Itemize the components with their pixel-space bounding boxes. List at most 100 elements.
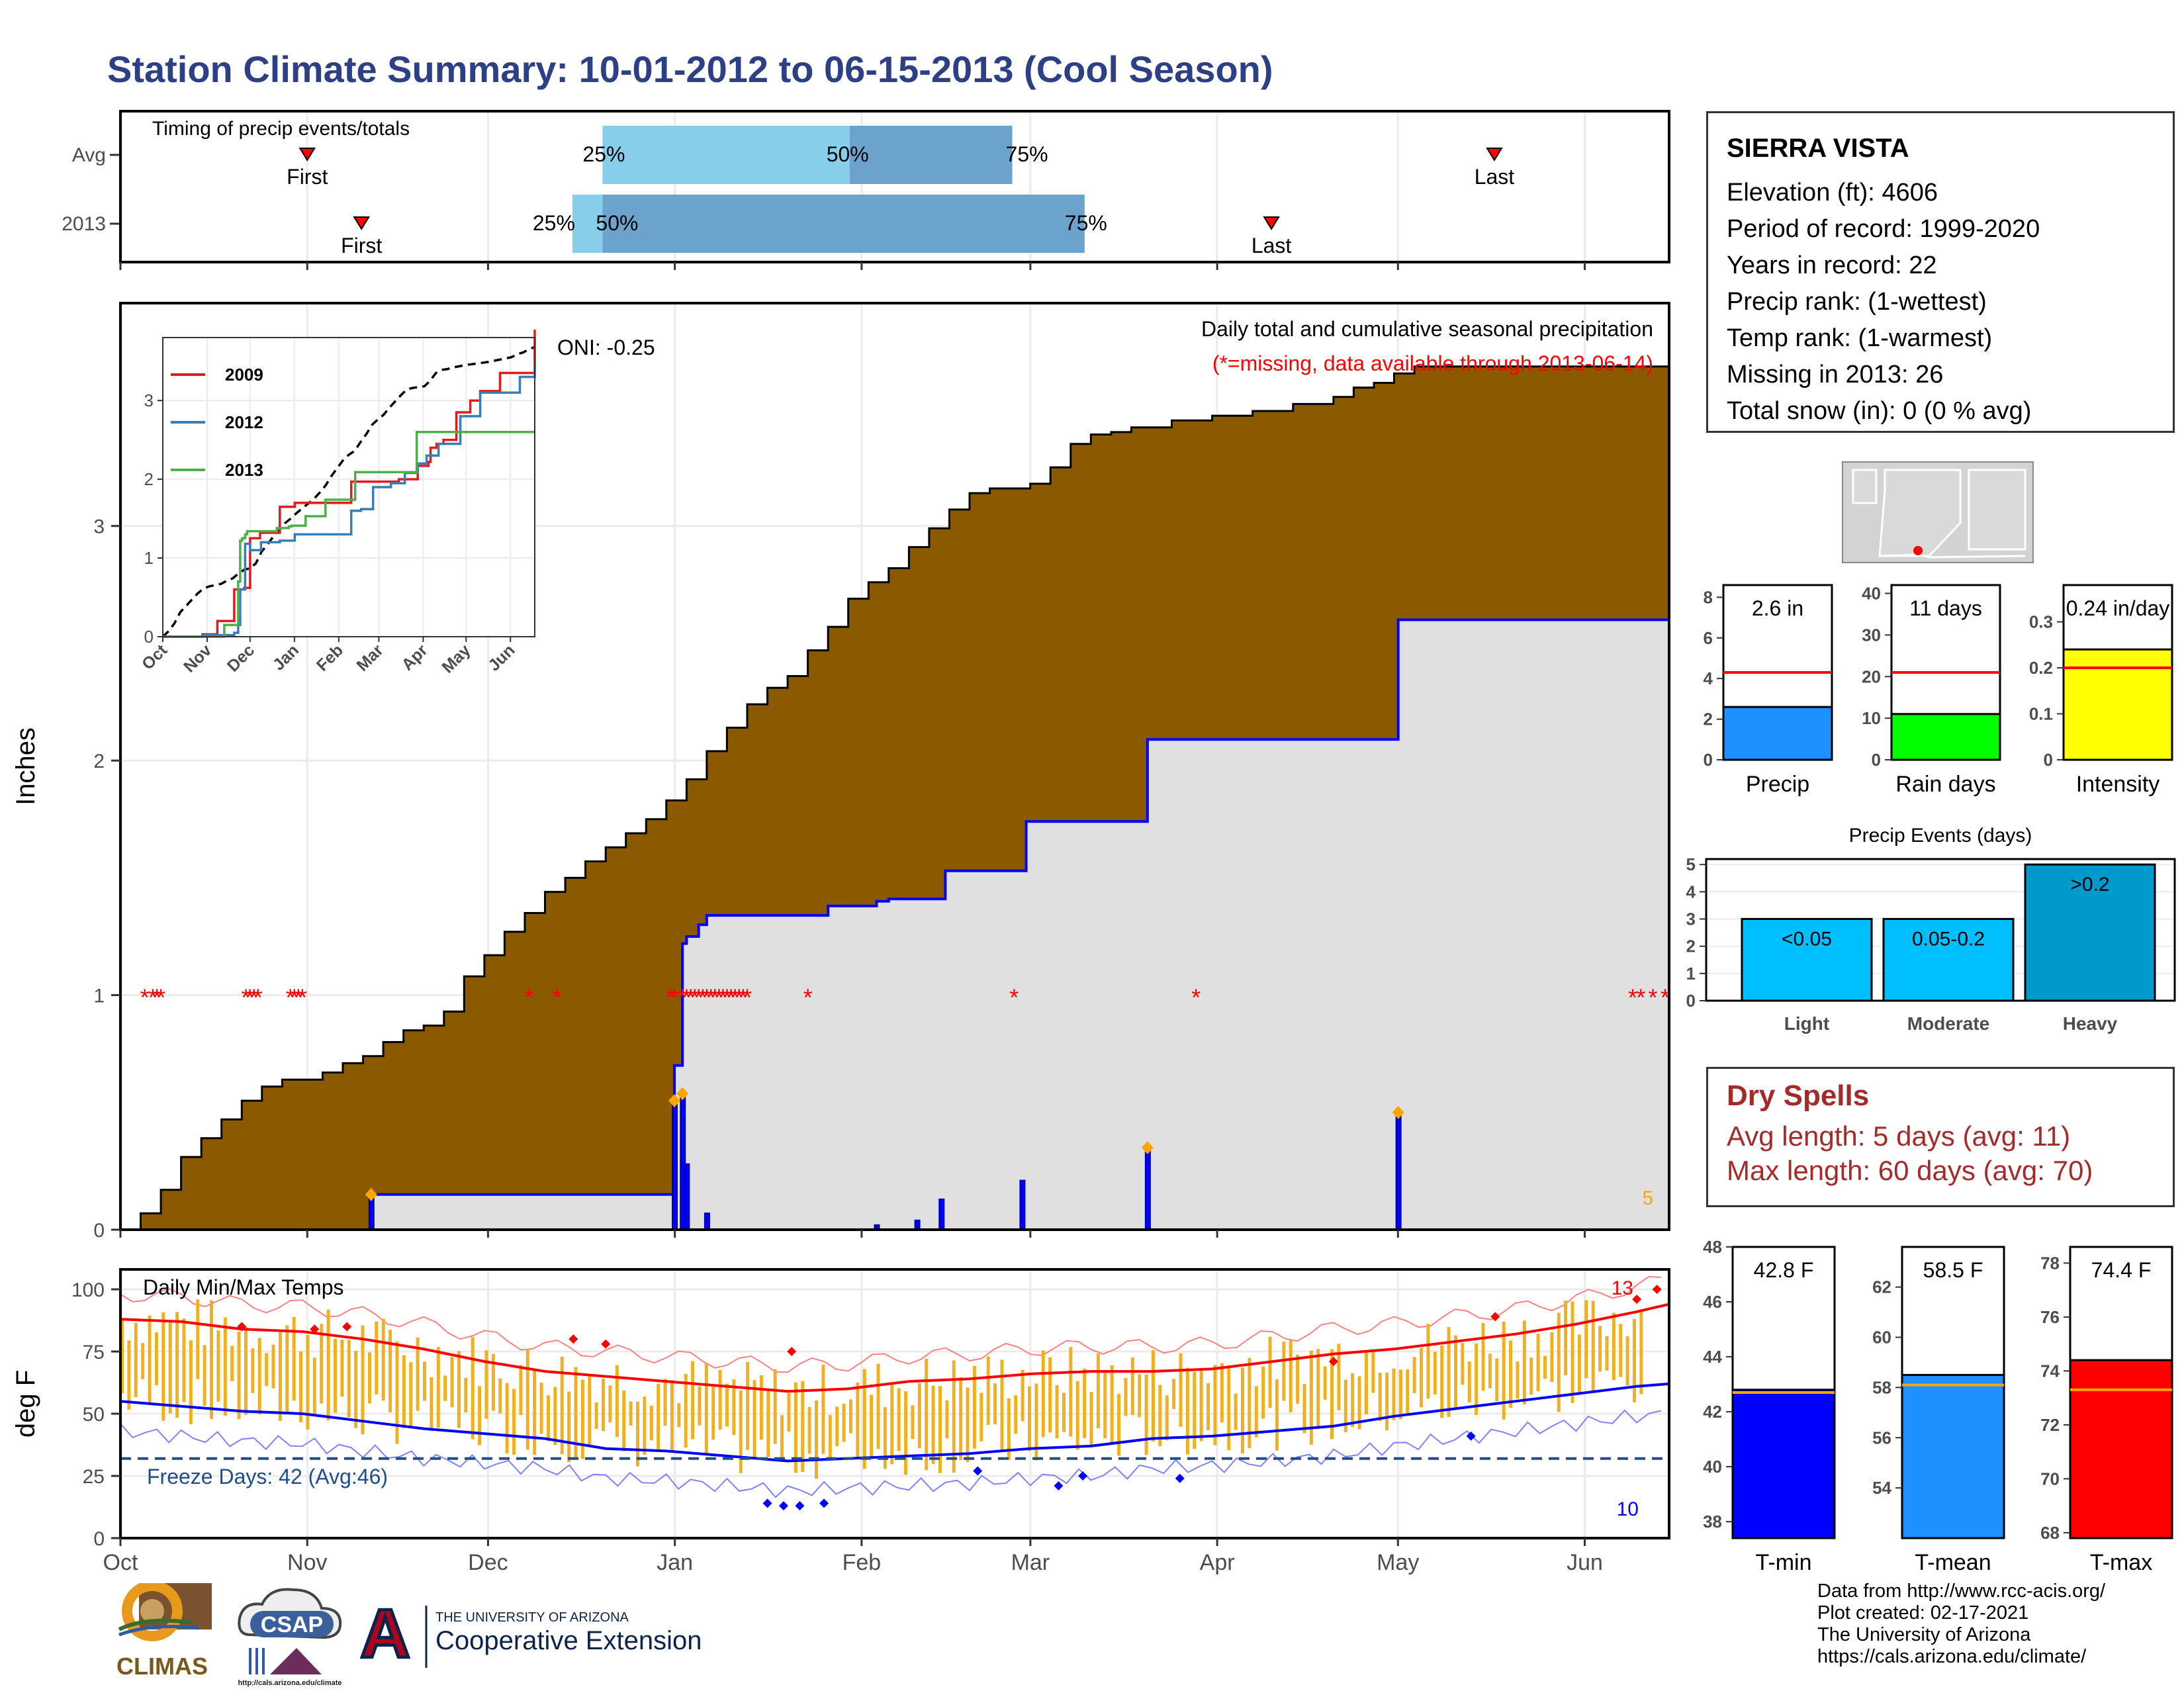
daily-temp-bar — [375, 1321, 379, 1394]
summary-ytick-label: 0 — [1872, 750, 1881, 770]
temp-bars-panel: 38 40 42 44 46 48 42.8 F T-min 54 56 58 60 62 58.5 F T… — [1703, 1237, 2173, 1575]
month-tick-label: Apr — [1200, 1550, 1235, 1575]
timing-marker — [298, 148, 316, 161]
daily-temp-bar — [911, 1405, 915, 1440]
daily-temp-bar — [1447, 1327, 1451, 1417]
temps-plot-bg — [120, 1269, 1669, 1538]
daily-temp-bar — [698, 1386, 702, 1426]
summary-ytick-label: 0 — [2044, 750, 2053, 770]
daily-temp-bar — [1096, 1353, 1100, 1429]
event-bar — [1882, 918, 2015, 1002]
daily-temp-bar — [635, 1401, 639, 1467]
csap-emblem-icon: CSAP http://cals.arizona.edu/climate — [238, 1588, 342, 1687]
daily-temp-bar — [1612, 1312, 1615, 1380]
daily-temp-bar — [876, 1363, 880, 1449]
summary-ytick-label: 46 — [1703, 1292, 1722, 1312]
daily-temp-bar — [1193, 1371, 1197, 1449]
daily-temp-bar — [484, 1350, 488, 1419]
csap-logo-text: CSAP — [261, 1612, 323, 1637]
daily-temp-bar — [430, 1377, 433, 1432]
events-ytick-label: 4 — [1686, 882, 1696, 901]
missing-marker: * — [241, 984, 250, 1011]
missing-marker: * — [140, 984, 150, 1011]
daily-temp-bar — [519, 1365, 523, 1416]
daily-temp-bar — [168, 1321, 172, 1414]
missing-marker: * — [253, 984, 263, 1011]
station-line: Total snow (in): 0 (0 % avg) — [1727, 397, 2032, 425]
daily-temp-bar — [752, 1380, 756, 1459]
record-high-marker — [601, 1339, 611, 1349]
precip-ytick-label: 3 — [93, 516, 105, 538]
timing-row-label: Avg — [72, 144, 106, 166]
temps-panel: Freeze Days: 42 (Avg:46) Daily Min/Max Te… — [11, 1268, 1670, 1575]
daily-temp-bar — [402, 1355, 406, 1428]
summary-ytick-label: 38 — [1703, 1512, 1722, 1531]
page-title: Station Climate Summary: 10-01-2012 to 0… — [107, 48, 1273, 90]
daily-temp-bar — [972, 1365, 976, 1449]
daily-precip-bar — [1144, 1146, 1151, 1230]
timing-marker-label: First — [287, 165, 328, 189]
daily-temp-bar — [1625, 1336, 1629, 1386]
summary-value-bar — [1890, 713, 2001, 761]
daily-temp-bar — [931, 1385, 935, 1464]
inset-average-line — [161, 345, 535, 638]
daily-temp-bar — [1048, 1357, 1052, 1433]
daily-precip-marker — [1392, 1105, 1404, 1119]
station-line: Precip rank: (1-wettest) — [1727, 288, 1987, 316]
timing-marker — [1486, 148, 1503, 161]
inset-ytick-label: 3 — [144, 390, 154, 410]
timing-label-75: 75% — [1065, 211, 1107, 235]
daily-temp-bar — [436, 1347, 440, 1428]
inset-ytick-label: 2 — [144, 469, 154, 489]
events-ytick-label: 1 — [1686, 964, 1696, 983]
daily-temp-bar — [182, 1318, 186, 1402]
inset-frame — [162, 337, 535, 637]
missing-marker: * — [1649, 984, 1658, 1011]
daily-temp-bar — [1392, 1368, 1396, 1420]
precip-ytick-label: 2 — [93, 751, 105, 772]
daily-temp-bar — [395, 1341, 399, 1444]
temps-ytick-label: 75 — [83, 1342, 105, 1363]
daily-temp-bar — [1516, 1361, 1520, 1399]
daily-temp-bar — [216, 1330, 220, 1402]
events-ytick-label: 3 — [1686, 909, 1696, 929]
precip-frame — [119, 302, 1670, 1231]
daily-temp-bar — [1234, 1393, 1238, 1430]
credit-line: The University of Arizona — [1817, 1624, 2031, 1645]
inset-ytick-label: 0 — [144, 627, 154, 647]
daily-temp-bar — [1475, 1343, 1479, 1416]
daily-temp-bar — [1041, 1350, 1045, 1438]
month-tick-label: Mar — [1011, 1550, 1050, 1575]
daily-temp-bar — [1330, 1349, 1334, 1440]
daily-temp-bar — [952, 1360, 956, 1473]
summary-ytick-label: 68 — [2040, 1523, 2060, 1543]
daily-temp-bar — [643, 1396, 647, 1455]
daily-temp-bar — [794, 1382, 797, 1473]
ua-extension-logo: A THE UNIVERSITY OF ARIZONA Cooperative … — [357, 1594, 741, 1676]
summary-value-text: 0.24 in/day — [2066, 596, 2170, 620]
map-border — [1879, 553, 2026, 559]
daily-temp-bar — [1316, 1349, 1320, 1430]
daily-temp-bar — [1213, 1365, 1217, 1445]
missing-marker: * — [718, 984, 727, 1011]
record-low-marker — [778, 1501, 788, 1511]
daily-temp-bar — [1598, 1326, 1602, 1372]
summary-ytick-label: 0.3 — [2029, 612, 2053, 632]
daily-temp-bar — [196, 1299, 200, 1379]
daily-temp-bar — [1529, 1357, 1533, 1395]
daily-temp-bar — [1309, 1350, 1313, 1445]
summary-bar-label: Intensity — [2076, 772, 2160, 797]
missing-marker: * — [553, 984, 562, 1011]
dry-spells-title: Dry Spells — [1727, 1079, 1870, 1112]
missing-marker: * — [722, 984, 731, 1011]
credits: Data from http://www.rcc-acis.org/ Plot … — [1817, 1580, 2105, 1668]
missing-marker: * — [666, 984, 675, 1011]
daily-temp-bar — [870, 1394, 874, 1457]
daily-temp-bar — [966, 1387, 970, 1463]
daily-temp-bar — [1426, 1323, 1430, 1399]
daily-temp-bar — [1240, 1367, 1244, 1454]
daily-temp-bar — [285, 1325, 289, 1413]
month-tick-label: Nov — [287, 1550, 327, 1575]
daily-precip-bar — [938, 1198, 945, 1231]
